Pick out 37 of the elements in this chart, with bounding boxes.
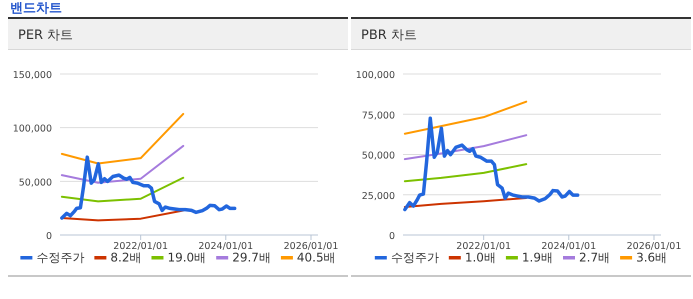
y-tick-label: 0 [388,231,395,242]
x-tick-label: 2022/01/01 [456,241,512,252]
legend-label: 2.7배 [579,250,610,264]
line-series [404,134,528,160]
y-tick-label: 25,000 [362,190,395,202]
line-series [403,116,580,212]
line-series [404,163,528,182]
legend-label: 40.5배 [296,250,336,264]
x-tick-label: 2026/01/01 [284,241,338,252]
x-tick-label: 2024/01/01 [541,241,596,252]
y-tick-label: 100,000 [356,70,395,81]
y-tick-label: 150,000 [12,70,52,81]
line-series [60,176,184,202]
legend-label: 수정주가 [390,250,439,264]
legend-label: 8.2배 [110,250,142,264]
y-tick-label: 0 [46,231,52,242]
text: 밴드차트 [10,1,62,16]
x-tick-label: 2026/01/01 [626,241,682,252]
legend-label: 29.7배 [232,250,271,264]
y-tick-label: 50,000 [362,150,395,162]
legend-label: 1.0배 [464,250,496,264]
y-tick-label: 75,000 [362,110,395,122]
line-series [404,100,528,135]
line-series [60,210,184,222]
legend-label: 3.6배 [636,250,668,264]
y-tick-label: 100,000 [12,124,52,135]
legend-label: 수정주가 [36,250,84,264]
line-series [60,155,236,220]
y-tick-label: 50,000 [18,177,52,188]
legend-label: 19.0배 [167,250,206,264]
chart-title: PER 차트 [18,28,74,43]
chart-title: PBR 차트 [361,28,417,43]
line-series [60,144,184,184]
legend-label: 1.9배 [522,250,553,264]
x-tick-label: 2022/01/01 [113,241,168,252]
line-series [60,112,184,165]
x-tick-label: 2024/01/01 [198,241,254,252]
